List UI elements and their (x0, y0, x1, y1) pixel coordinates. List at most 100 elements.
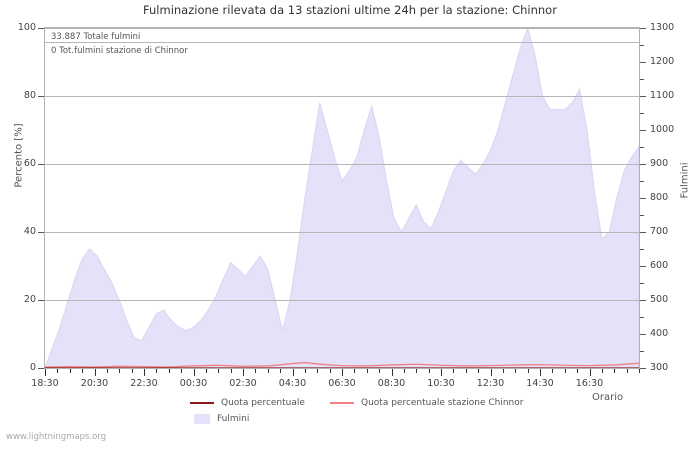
x-axis-tick-mark (367, 369, 368, 373)
x-axis-title: Orario (592, 392, 624, 403)
page-title: Fulminazione rilevata da 13 stazioni ult… (143, 3, 557, 17)
x-axis-tick-label: 22:30 (130, 378, 158, 389)
y-axis-right-tick-mark (640, 147, 644, 148)
x-axis-tick-mark (132, 369, 133, 373)
y-axis-right-tick-mark (640, 334, 646, 335)
y-axis-right-tick-label: 1200 (650, 56, 675, 67)
x-axis-tick-mark (169, 369, 170, 373)
x-axis-tick-mark (441, 369, 442, 376)
x-axis-tick-mark (107, 369, 108, 373)
x-axis-tick-mark (206, 369, 207, 373)
x-axis-tick-mark (255, 369, 256, 373)
y-axis-right-tick-mark (640, 368, 646, 369)
legend-item-label: Fulmini (217, 414, 250, 424)
x-axis-tick-mark (45, 369, 46, 376)
x-axis-tick-mark (82, 369, 83, 373)
legend-item[interactable]: Fulmini (190, 414, 249, 425)
x-axis-tick-mark (181, 369, 182, 373)
y-axis-right-tick-mark (640, 317, 644, 318)
y-axis-right-tick-mark (640, 266, 646, 267)
x-axis-tick-label: 20:30 (80, 378, 109, 389)
y-axis-left-tick-mark (38, 96, 44, 97)
x-axis-tick-mark (416, 369, 417, 373)
gridline-100 (45, 28, 639, 29)
legend-item-label: Quota percentuale (221, 398, 305, 408)
y-axis-right-tick-label: 600 (650, 260, 669, 271)
x-axis-tick-mark (293, 369, 294, 376)
x-axis-tick-mark (194, 369, 195, 376)
y-axis-right-tick-mark (640, 79, 644, 80)
legend-item[interactable]: Quota percentuale stazione Chinnor (330, 398, 523, 409)
x-axis-tick-mark (590, 369, 591, 376)
x-axis-tick-mark (404, 369, 405, 373)
area-series-fulmini (45, 28, 639, 368)
x-axis-tick-mark (379, 369, 380, 373)
annotation-total-lightning: 33.887 Totale fulmini (51, 32, 141, 42)
y-axis-right-tick-mark (640, 130, 646, 131)
x-axis-tick-mark (515, 369, 516, 373)
x-axis-tick-label: 00:30 (179, 378, 208, 389)
y-axis-right-tick-mark (640, 96, 646, 97)
y-axis-right-tick-label: 700 (650, 226, 669, 237)
y-axis-left-tick-label: 0 (29, 362, 36, 373)
x-axis-tick-mark (627, 369, 628, 373)
y-axis-right-tick-mark (640, 45, 644, 46)
x-axis-tick-mark (330, 369, 331, 373)
y-axis-right-tick-label: 1100 (650, 90, 675, 101)
x-axis-tick-mark (70, 369, 71, 373)
y-axis-left-title: Percento [%] (13, 123, 25, 188)
y-axis-left-tick-mark (38, 368, 44, 369)
y-axis-left-tick-mark (38, 28, 44, 29)
x-axis-tick-label: 02:30 (229, 378, 257, 389)
x-axis-tick-mark (280, 369, 281, 373)
legend-area-swatch (194, 414, 210, 424)
x-axis-tick-mark (478, 369, 479, 373)
x-axis-tick-label: 18:30 (31, 378, 59, 389)
x-axis-tick-mark (354, 369, 355, 373)
y-axis-left-tick-mark (38, 300, 44, 301)
series-layer (45, 28, 639, 368)
x-axis-tick-label: 10:30 (427, 378, 455, 389)
x-axis-tick-mark (144, 369, 145, 376)
gridline-40 (45, 232, 639, 233)
x-axis-tick-mark (243, 369, 244, 376)
y-axis-right-tick-label: 1300 (650, 22, 675, 33)
x-axis-tick-label: 12:30 (476, 378, 505, 389)
x-axis-tick-mark (231, 369, 232, 373)
x-axis-tick-mark (268, 369, 269, 373)
y-axis-left-tick-mark (38, 232, 44, 233)
y-axis-right-title: Fulmini (679, 162, 691, 199)
gridline-20 (45, 300, 639, 301)
x-axis-tick-mark (429, 369, 430, 373)
x-axis-tick-mark (57, 369, 58, 373)
y-axis-left-tick-mark (38, 164, 44, 165)
y-axis-right-tick-mark (640, 164, 646, 165)
y-axis-right-tick-label: 300 (650, 362, 669, 373)
x-axis-tick-mark (552, 369, 553, 373)
x-axis-tick-mark (602, 369, 603, 373)
legend-line-swatch (330, 402, 354, 404)
annotation-station-lightning: 0 Tot.fulmini stazione di Chinnor (51, 46, 188, 56)
y-axis-right-tick-mark (640, 351, 644, 352)
x-axis-tick-label: 14:30 (526, 378, 554, 389)
plot-area: 33.887 Totale fulmini 0 Tot.fulmini staz… (44, 27, 640, 369)
x-axis-tick-mark (614, 369, 615, 373)
x-axis-tick-mark (305, 369, 306, 373)
annotation-divider (45, 42, 639, 43)
x-axis-tick-mark (317, 369, 318, 373)
x-axis-tick-mark (95, 369, 96, 376)
x-axis-tick-mark (392, 369, 393, 376)
y-axis-right-tick-mark (640, 62, 646, 63)
x-axis-tick-label: 04:30 (278, 378, 307, 389)
x-axis-tick-mark (639, 369, 640, 373)
y-axis-left-tick-label: 20 (23, 294, 36, 305)
legend-line-swatch (190, 402, 214, 404)
x-axis-tick-mark (119, 369, 120, 373)
x-axis-tick-mark (577, 369, 578, 373)
legend-item-label: Quota percentuale stazione Chinnor (361, 398, 524, 408)
x-axis-tick-label: 08:30 (377, 378, 406, 389)
legend-item[interactable]: Quota percentuale (190, 398, 305, 409)
x-axis-tick-mark (503, 369, 504, 373)
x-axis-tick-mark (453, 369, 454, 373)
